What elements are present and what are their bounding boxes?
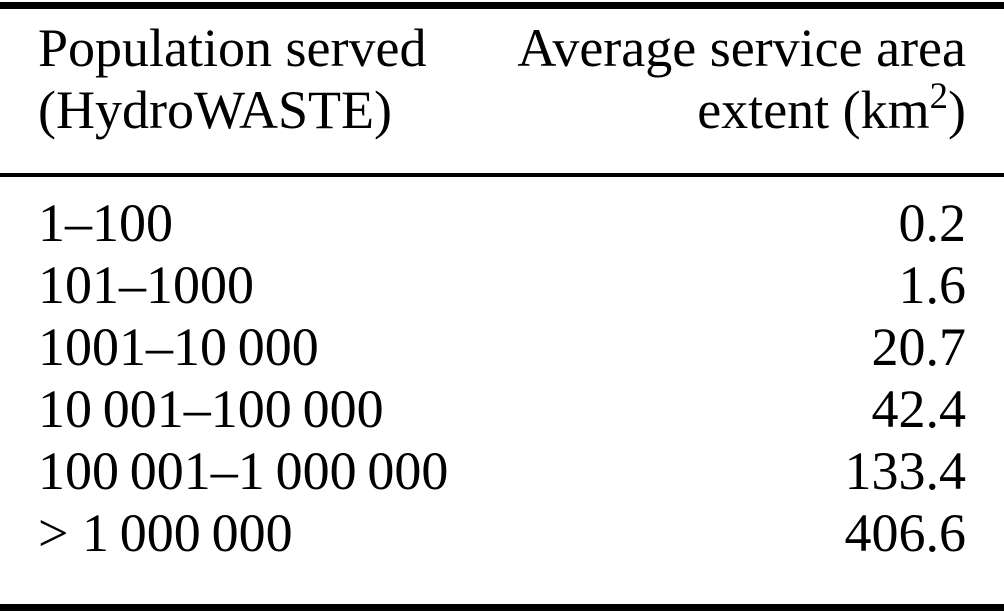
col-header-population-line2: (HydroWASTE) <box>38 80 392 140</box>
col-header-extent-line2: extent (km2) <box>697 77 966 141</box>
table-row: 100 001–1 000 000 133.4 <box>38 440 966 502</box>
population-range: 1–100 <box>38 193 173 253</box>
table-header-line-1: Population served Average service area <box>38 17 966 79</box>
col-header-population-line1: Population served <box>38 18 427 78</box>
table-mid-rule <box>0 173 1004 177</box>
table-row: > 1 000 000 406.6 <box>38 502 966 564</box>
table-row: 1001–10 000 20.7 <box>38 316 966 378</box>
service-area-value: 42.4 <box>871 379 967 439</box>
table-row: 101–1000 1.6 <box>38 254 966 316</box>
col-header-extent-unit-pre: extent (km <box>697 80 930 140</box>
population-range: > 1 000 000 <box>38 503 293 563</box>
table-header: Population served Average service area (… <box>0 9 1004 173</box>
km-squared-superscript: 2 <box>929 74 949 116</box>
table-top-rule <box>0 2 1004 9</box>
table-body: 1–100 0.2 101–1000 1.6 1001–10 000 20.7 … <box>0 177 1004 604</box>
table-row: 1–100 0.2 <box>38 192 966 254</box>
service-area-value: 133.4 <box>844 441 967 501</box>
col-header-extent-unit-post: ) <box>948 80 966 140</box>
service-area-value: 1.6 <box>898 255 967 315</box>
service-area-value: 20.7 <box>871 317 967 377</box>
service-area-value: 406.6 <box>844 503 967 563</box>
col-header-extent-line1: Average service area <box>517 18 966 78</box>
service-area-value: 0.2 <box>898 193 967 253</box>
table-bottom-rule <box>0 604 1004 611</box>
table-header-line-2: (HydroWASTE) extent (km2) <box>38 77 966 141</box>
population-range: 100 001–1 000 000 <box>38 441 449 501</box>
population-range: 1001–10 000 <box>38 317 319 377</box>
table-row: 10 001–100 000 42.4 <box>38 378 966 440</box>
population-range: 10 001–100 000 <box>38 379 384 439</box>
population-range: 101–1000 <box>38 255 254 315</box>
